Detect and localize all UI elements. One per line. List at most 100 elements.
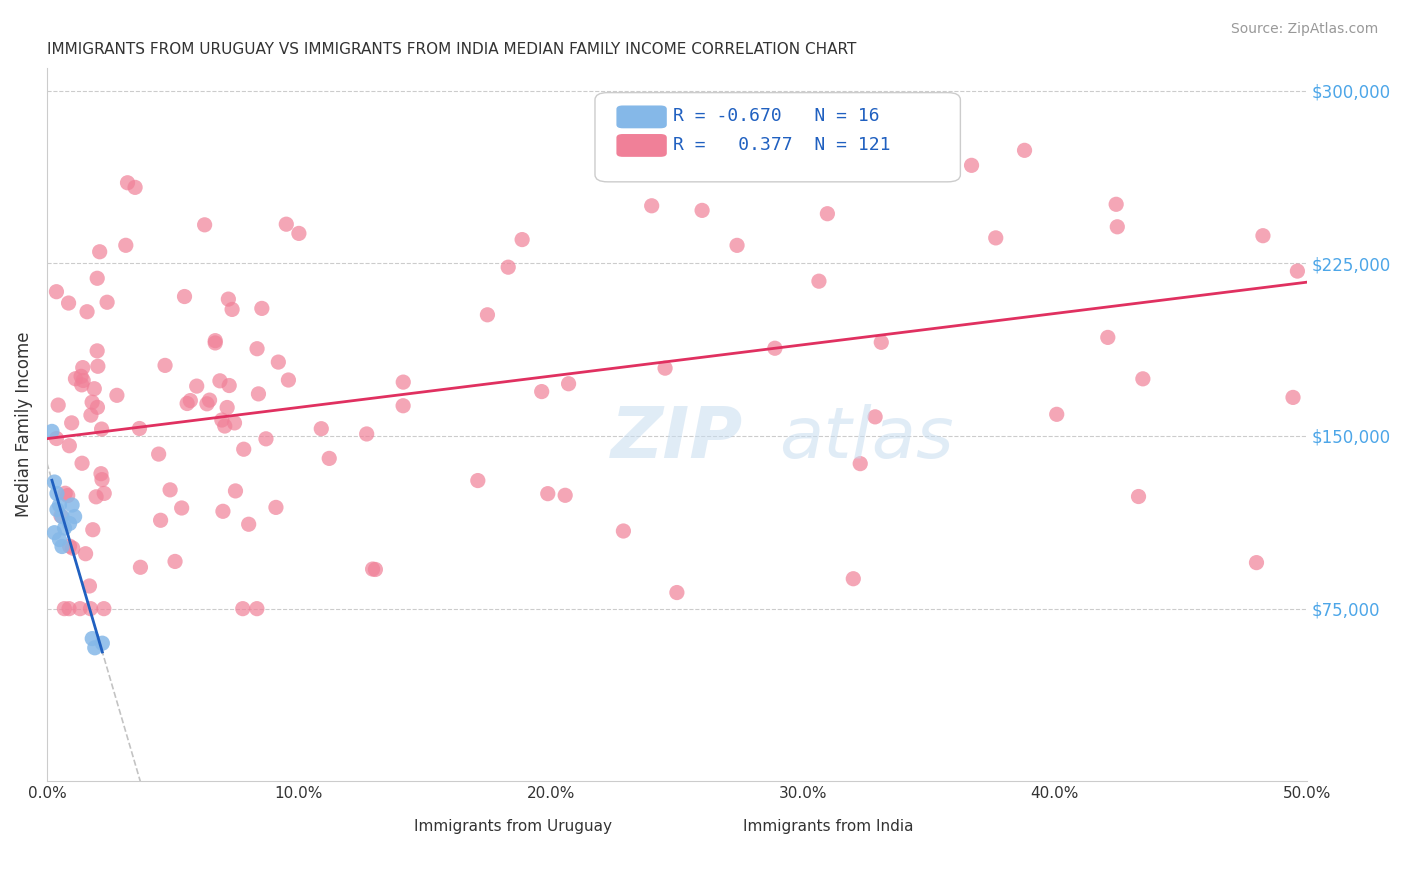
Point xyxy=(48,498,70,512)
Point xyxy=(46,486,69,500)
Point xyxy=(554,488,576,502)
Point xyxy=(51,540,73,554)
Point xyxy=(195,397,218,411)
Point xyxy=(208,374,231,388)
Point xyxy=(224,416,246,430)
FancyBboxPatch shape xyxy=(352,822,391,843)
Point xyxy=(58,439,80,453)
Point xyxy=(725,238,748,252)
Point xyxy=(44,475,66,489)
Text: R = -0.670   N = 16: R = -0.670 N = 16 xyxy=(673,107,880,125)
Point xyxy=(198,393,221,408)
Point xyxy=(46,398,69,412)
Point xyxy=(53,601,76,615)
Point xyxy=(128,421,150,435)
Point xyxy=(392,399,415,413)
Point xyxy=(467,474,489,488)
Point xyxy=(863,409,886,424)
Point xyxy=(194,218,217,232)
Point xyxy=(612,524,634,538)
Point xyxy=(90,467,112,481)
Point xyxy=(246,342,269,356)
Point xyxy=(93,486,115,500)
Point xyxy=(82,523,104,537)
Point xyxy=(45,285,67,299)
Point xyxy=(356,427,378,442)
Point xyxy=(89,244,111,259)
Point xyxy=(117,176,139,190)
Point xyxy=(496,260,519,275)
Point xyxy=(75,547,97,561)
Text: Immigrants from Uruguay: Immigrants from Uruguay xyxy=(415,819,612,834)
Point xyxy=(318,451,340,466)
Point xyxy=(204,334,226,348)
Point xyxy=(80,408,103,422)
Point xyxy=(79,579,101,593)
Point xyxy=(72,360,94,375)
Point xyxy=(82,632,104,646)
Point xyxy=(842,572,865,586)
Point xyxy=(72,374,94,388)
Point xyxy=(641,199,664,213)
Point xyxy=(176,396,198,410)
Point xyxy=(212,504,235,518)
Point xyxy=(76,304,98,318)
Point xyxy=(361,562,384,576)
Point xyxy=(114,238,136,252)
Point xyxy=(1132,372,1154,386)
Point xyxy=(58,601,80,615)
Point xyxy=(93,601,115,615)
Point xyxy=(1128,490,1150,504)
Point xyxy=(53,521,76,535)
Point xyxy=(44,525,66,540)
Point xyxy=(276,217,298,231)
Y-axis label: Median Family Income: Median Family Income xyxy=(15,332,32,517)
FancyBboxPatch shape xyxy=(616,105,666,128)
Text: IMMIGRANTS FROM URUGUAY VS IMMIGRANTS FROM INDIA MEDIAN FAMILY INCOME CORRELATIO: IMMIGRANTS FROM URUGUAY VS IMMIGRANTS FR… xyxy=(46,42,856,57)
Point xyxy=(83,382,105,396)
Point xyxy=(159,483,181,497)
Point xyxy=(179,393,201,408)
Point xyxy=(264,500,287,515)
Point xyxy=(56,489,79,503)
Point xyxy=(807,274,830,288)
Point xyxy=(53,486,76,500)
Point xyxy=(58,296,80,310)
Point xyxy=(170,501,193,516)
Point xyxy=(124,180,146,194)
Point xyxy=(254,432,277,446)
Point xyxy=(149,513,172,527)
Text: ZIP: ZIP xyxy=(610,404,742,474)
Point xyxy=(557,376,579,391)
Point xyxy=(232,601,254,615)
Text: Source: ZipAtlas.com: Source: ZipAtlas.com xyxy=(1230,22,1378,37)
Point xyxy=(477,308,499,322)
Point xyxy=(392,375,415,389)
Point xyxy=(58,516,80,531)
Point xyxy=(63,509,86,524)
Point xyxy=(1282,391,1305,405)
Point xyxy=(153,359,176,373)
Text: R =   0.377  N = 121: R = 0.377 N = 121 xyxy=(673,136,890,153)
Point xyxy=(84,490,107,504)
Point xyxy=(775,123,797,137)
Point xyxy=(79,601,101,615)
FancyBboxPatch shape xyxy=(616,134,666,157)
Point xyxy=(232,442,254,457)
Point xyxy=(82,395,104,409)
Point xyxy=(1097,330,1119,344)
Point xyxy=(70,369,93,384)
Point xyxy=(41,425,63,439)
Point xyxy=(217,401,239,415)
Point xyxy=(510,233,533,247)
Point xyxy=(60,416,83,430)
Point xyxy=(96,295,118,310)
Point xyxy=(1105,197,1128,211)
Point xyxy=(148,447,170,461)
Point xyxy=(58,539,80,553)
Point xyxy=(238,517,260,532)
Point xyxy=(105,388,128,402)
Point xyxy=(267,355,290,369)
Point xyxy=(1324,153,1347,167)
Point xyxy=(537,486,560,500)
